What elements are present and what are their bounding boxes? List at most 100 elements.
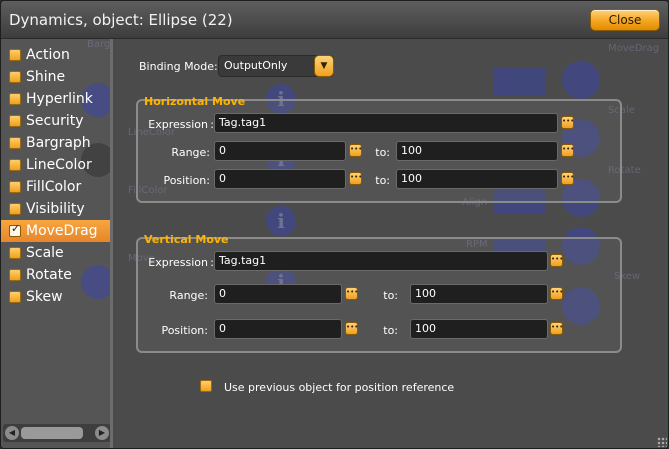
horizontal-position-label: Position:: [163, 174, 210, 187]
sidebar-item-security[interactable]: Security: [1, 110, 110, 132]
sidebar-item-label: MoveDrag: [26, 223, 98, 239]
bg-label-skew: Skew: [614, 271, 641, 282]
checkbox-icon: [9, 247, 21, 259]
resize-grip-icon[interactable]: [657, 437, 667, 447]
bg-disc: [562, 227, 600, 265]
ellipsis-icon[interactable]: •••: [561, 172, 574, 185]
binding-mode-select[interactable]: OutputOnly ▼: [218, 55, 334, 77]
sidebar-item-label: LineColor: [26, 157, 92, 173]
vertical-expression-field[interactable]: Tag.tag1: [214, 251, 548, 271]
arrow-right-icon[interactable]: ▶: [95, 426, 109, 440]
scrollbar-thumb[interactable]: [21, 427, 83, 439]
sidebar-item-label: Hyperlink: [26, 91, 93, 107]
ellipsis-icon[interactable]: •••: [345, 322, 358, 335]
sidebar-item-linecolor[interactable]: LineColor: [1, 154, 110, 176]
checkbox-icon: [9, 181, 21, 193]
horizontal-position-from-field[interactable]: 0: [214, 169, 346, 189]
ellipsis-icon[interactable]: •••: [550, 322, 563, 335]
sidebar-item-label: Visibility: [26, 201, 85, 217]
bg-disc: [562, 179, 600, 217]
colon-text: :: [210, 256, 214, 269]
main-panel: i i i i MoveDrag Scale Rotate Skew Align…: [116, 39, 668, 448]
sidebar-item-hyperlink[interactable]: Hyperlink: [1, 88, 110, 110]
bg-disc: [81, 143, 110, 177]
bg-disc: [562, 287, 600, 325]
horizontal-range-label: Range:: [171, 146, 210, 159]
vertical-position-to-field[interactable]: 100: [410, 319, 548, 339]
vertical-position-from-field[interactable]: 0: [214, 319, 342, 339]
bg-label-bargraph: Bargraph: [87, 39, 111, 50]
dialog-title: Dynamics, object: Ellipse (22): [9, 11, 233, 29]
vertical-position-to-label: to:: [383, 324, 398, 337]
use-previous-object-checkbox[interactable]: [200, 380, 212, 392]
arrow-left-icon[interactable]: ◀: [5, 426, 19, 440]
bg-disc: [81, 83, 110, 117]
sidebar-item-rotate[interactable]: Rotate: [1, 264, 110, 286]
horizontal-range-from-field[interactable]: 0: [214, 141, 346, 161]
checkbox-icon: [9, 203, 21, 215]
sidebar-item-shine[interactable]: Shine: [1, 66, 110, 88]
sidebar-item-action[interactable]: Action: [1, 44, 110, 66]
sidebar-item-label: Security: [26, 113, 84, 129]
horizontal-move-title: Horizontal Move: [144, 95, 246, 108]
checkbox-icon: [9, 115, 21, 127]
sidebar-horizontal-scrollbar[interactable]: ◀ ▶: [3, 424, 110, 442]
bg-label-rpm: RPM: [466, 239, 488, 250]
vertical-move-title: Vertical Move: [144, 233, 229, 246]
horizontal-position-to-field[interactable]: 100: [396, 169, 558, 189]
sidebar-item-label: FillColor: [26, 179, 82, 195]
close-button[interactable]: Close: [590, 9, 660, 31]
sidebar-item-label: Bargraph: [26, 135, 91, 151]
dynamics-sidebar: Bargraph Action Shine Hyperlink Security…: [1, 39, 113, 448]
vertical-range-label: Range:: [169, 289, 208, 302]
checkbox-icon: [9, 71, 21, 83]
sidebar-background-decoration: Bargraph: [1, 39, 111, 419]
ellipsis-icon[interactable]: •••: [561, 116, 574, 129]
horizontal-expression-field[interactable]: Tag.tag1: [214, 113, 558, 133]
horizontal-expression-label: Expression: [148, 118, 208, 131]
vertical-range-to-field[interactable]: 100: [410, 284, 548, 304]
ellipsis-icon[interactable]: •••: [561, 144, 574, 157]
ellipsis-icon[interactable]: •••: [550, 254, 563, 267]
sidebar-item-movedrag[interactable]: MoveDrag: [1, 220, 110, 242]
sidebar-item-fillcolor[interactable]: FillColor: [1, 176, 110, 198]
horizontal-move-group: Horizontal Move Expression : Tag.tag1 ••…: [136, 95, 622, 203]
binding-mode-label: Binding Mode:: [139, 60, 218, 73]
use-previous-object-label: Use previous object for position referen…: [224, 381, 455, 394]
bg-label-linecolor: LineColor: [128, 127, 175, 138]
checkbox-icon: [9, 291, 21, 303]
checkbox-icon: [9, 49, 21, 61]
sidebar-item-label: Skew: [26, 289, 63, 305]
sidebar-item-label: Rotate: [26, 267, 72, 283]
bg-rectangle: [494, 67, 546, 95]
vertical-position-label: Position:: [161, 324, 208, 337]
ellipsis-icon[interactable]: •••: [349, 144, 362, 157]
sidebar-item-label: Scale: [26, 245, 64, 261]
bg-label-rotate: Rotate: [608, 165, 641, 176]
horizontal-range-to-label: to:: [375, 146, 390, 159]
title-bar: Dynamics, object: Ellipse (22) Close: [1, 1, 668, 39]
sidebar-item-bargraph[interactable]: Bargraph: [1, 132, 110, 154]
sidebar-item-label: Shine: [26, 69, 66, 85]
sidebar-item-skew[interactable]: Skew: [1, 286, 110, 308]
ellipsis-icon[interactable]: •••: [345, 287, 358, 300]
colon-text: :: [210, 118, 214, 131]
binding-mode-value: OutputOnly: [224, 59, 288, 72]
sidebar-item-visibility[interactable]: Visibility: [1, 198, 110, 220]
checkbox-icon: [9, 137, 21, 149]
ellipsis-icon[interactable]: •••: [550, 287, 563, 300]
horizontal-position-to-label: to:: [375, 174, 390, 187]
sidebar-item-scale[interactable]: Scale: [1, 242, 110, 264]
ellipsis-icon[interactable]: •••: [349, 172, 362, 185]
bg-label-movedrag: MoveDrag: [608, 43, 660, 54]
vertical-move-group: Vertical Move Expression : Tag.tag1 ••• …: [136, 233, 622, 353]
vertical-range-from-field[interactable]: 0: [214, 284, 342, 304]
checkbox-icon: [9, 93, 21, 105]
horizontal-range-to-field[interactable]: 100: [396, 141, 558, 161]
sidebar-item-label: Action: [26, 47, 70, 63]
chevron-down-icon[interactable]: ▼: [314, 55, 334, 77]
bg-disc: [81, 265, 110, 299]
info-icon: i: [266, 206, 296, 236]
checkbox-icon: [9, 159, 21, 171]
